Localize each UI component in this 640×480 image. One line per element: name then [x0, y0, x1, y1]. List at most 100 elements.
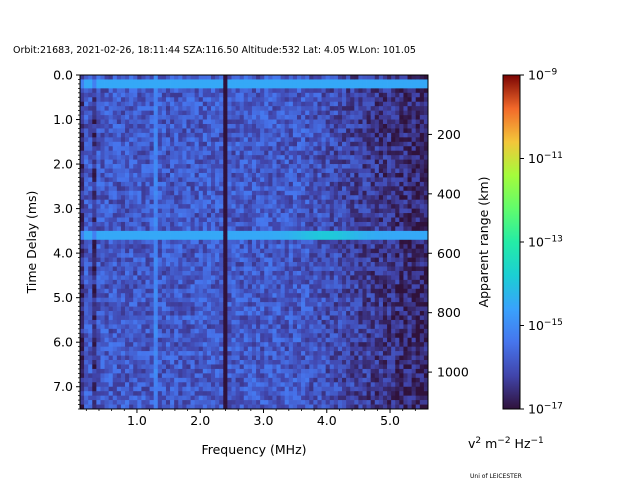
- heatmap-cell: [161, 284, 167, 290]
- heatmap-cell: [145, 391, 150, 396]
- heatmap-cell: [96, 355, 101, 361]
- heatmap-cell: [174, 141, 179, 147]
- heatmap-cell: [165, 177, 171, 183]
- heatmap-cell: [325, 190, 331, 196]
- heatmap-cell: [264, 235, 269, 241]
- heatmap-cell: [337, 123, 343, 129]
- heatmap-cell: [325, 119, 331, 125]
- heatmap-cell: [346, 106, 351, 111]
- heatmap-cell: [129, 337, 134, 343]
- heatmap-cell: [100, 266, 105, 272]
- heatmap-cell: [202, 248, 208, 254]
- heatmap-cell: [211, 342, 216, 347]
- heatmap-cell: [243, 342, 249, 347]
- heatmap-cell: [194, 337, 200, 343]
- heatmap-cell: [288, 88, 294, 94]
- heatmap-cell: [84, 88, 89, 94]
- heatmap-cell: [342, 208, 347, 214]
- heatmap-cell: [288, 266, 294, 272]
- heatmap-cell: [251, 106, 257, 111]
- heatmap-cell: [337, 88, 343, 94]
- heatmap-cell: [288, 333, 294, 339]
- heatmap-cell: [251, 288, 257, 294]
- heatmap-cell: [243, 351, 249, 356]
- heatmap-cell: [80, 172, 85, 178]
- heatmap-cell: [292, 382, 298, 388]
- heatmap-cell: [280, 391, 286, 396]
- heatmap-cell: [206, 75, 212, 80]
- heatmap-cell: [125, 328, 130, 334]
- heatmap-cell: [145, 128, 150, 134]
- heatmap-cell: [239, 275, 245, 281]
- heatmap-cell: [108, 293, 114, 299]
- heatmap-cell: [215, 235, 220, 241]
- heatmap-cell: [264, 346, 269, 352]
- heatmap-cell: [268, 355, 273, 361]
- heatmap-cell: [108, 346, 114, 352]
- heatmap-cell: [251, 404, 257, 410]
- heatmap-cell: [219, 386, 224, 392]
- heatmap-cell: [296, 88, 302, 94]
- heatmap-cell: [92, 279, 97, 285]
- heatmap-cell: [272, 177, 277, 183]
- heatmap-cell: [239, 351, 245, 356]
- heatmap-cell: [129, 319, 134, 325]
- heatmap-cell: [256, 270, 261, 276]
- heatmap-cell: [346, 244, 351, 250]
- heatmap-cell: [219, 159, 224, 165]
- heatmap-cell: [157, 132, 163, 138]
- heatmap-cell: [92, 360, 97, 365]
- heatmap-cell: [170, 204, 175, 209]
- heatmap-cell: [149, 346, 155, 352]
- heatmap-cell: [96, 190, 101, 196]
- heatmap-cell: [80, 230, 85, 236]
- heatmap-cell: [305, 204, 310, 209]
- heatmap-cell: [276, 288, 281, 294]
- heatmap-cell: [280, 190, 286, 196]
- heatmap-cell: [202, 364, 208, 370]
- heatmap-cell: [92, 141, 97, 147]
- heatmap-cell: [288, 364, 294, 370]
- heatmap-cell: [108, 181, 114, 187]
- heatmap-cell: [268, 315, 273, 321]
- heatmap-cell: [170, 351, 175, 356]
- heatmap-cell: [296, 101, 302, 107]
- heatmap-cell: [141, 293, 146, 299]
- heatmap-cell: [108, 119, 114, 125]
- heatmap-cell: [211, 346, 216, 352]
- heatmap-cell: [194, 150, 200, 156]
- heatmap-cell: [272, 83, 277, 89]
- heatmap-cell: [264, 123, 269, 129]
- heatmap-cell: [125, 244, 130, 250]
- heatmap-cell: [276, 235, 281, 241]
- heatmap-cell: [313, 266, 318, 272]
- heatmap-cell: [202, 400, 208, 405]
- heatmap-cell: [321, 221, 326, 227]
- heatmap-cell: [292, 262, 298, 267]
- heatmap-cell: [108, 337, 114, 343]
- heatmap-cell: [251, 279, 257, 285]
- heatmap-cell: [280, 253, 286, 258]
- heatmap-cell: [305, 172, 310, 178]
- heatmap-cell: [325, 155, 331, 160]
- heatmap-cell: [182, 293, 187, 299]
- heatmap-cell: [231, 155, 236, 160]
- heatmap-cell: [202, 186, 208, 192]
- heatmap-cell: [284, 400, 290, 405]
- heatmap-cell: [178, 293, 183, 299]
- heatmap-cell: [84, 377, 89, 383]
- heatmap-cell: [141, 315, 146, 321]
- heatmap-cell: [276, 230, 281, 236]
- heatmap-cell: [84, 235, 89, 241]
- heatmap-cell: [247, 123, 253, 129]
- heatmap-cell: [120, 110, 126, 116]
- heatmap-cell: [108, 137, 114, 143]
- heatmap-cell: [296, 168, 302, 174]
- heatmap-cell: [219, 115, 224, 120]
- heatmap-cell: [165, 181, 171, 187]
- heatmap-cell: [80, 115, 85, 120]
- heatmap-cell: [145, 395, 150, 401]
- heatmap-cell: [100, 164, 105, 169]
- heatmap-cell: [104, 155, 109, 160]
